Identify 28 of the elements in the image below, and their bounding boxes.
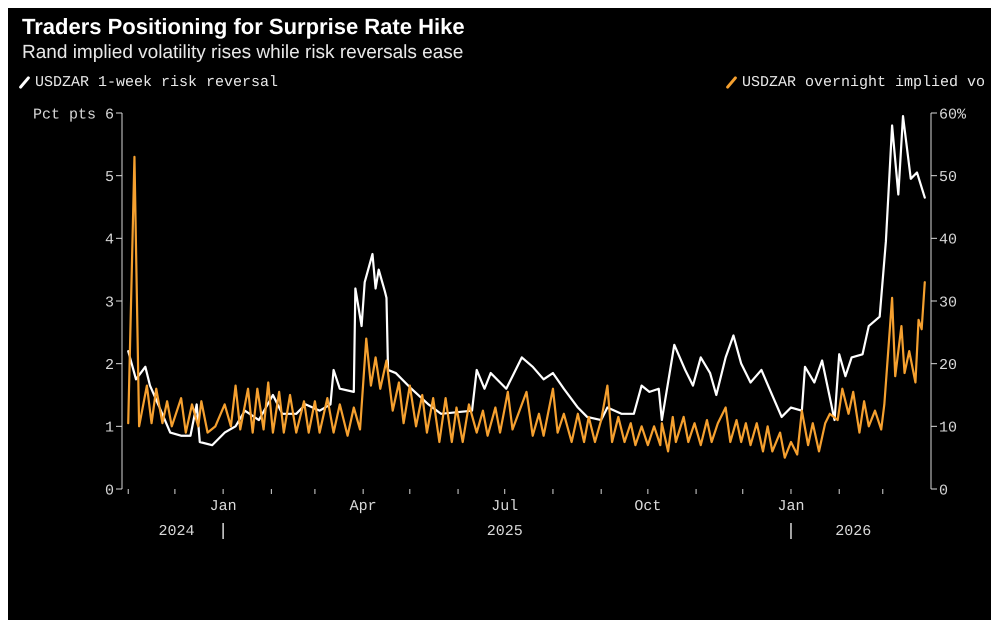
- y2-tick-label: 0: [939, 482, 948, 500]
- y-tick-label: 5: [104, 168, 114, 186]
- y2-tick-label: 30: [939, 294, 958, 312]
- x2-tick-label: 2026: [835, 523, 872, 540]
- x-tick-label: Jul: [491, 498, 518, 515]
- y2-tick-label: 60%: [939, 106, 968, 124]
- x-tick-label: Jan: [777, 498, 804, 515]
- x2-tick-label: 2025: [486, 523, 523, 540]
- y2-tick-label: 50: [939, 168, 958, 186]
- x-tick-label: Apr: [350, 498, 377, 515]
- y-tick-label: 2: [104, 356, 114, 374]
- y-tick-label: 3: [104, 294, 114, 312]
- y-tick-label: 4: [104, 232, 114, 249]
- legend-label: USDZAR overnight implied vo: [742, 74, 985, 91]
- y2-tick-label: 10: [939, 420, 958, 437]
- x-tick-label: Oct: [634, 498, 662, 515]
- y2-tick-label: 40: [939, 232, 958, 249]
- y2-tick-label: 20: [939, 356, 958, 374]
- y-tick-label: Pct pts 6: [32, 106, 114, 124]
- x2-tick-label: 2024: [158, 523, 194, 540]
- line-series: [127, 156, 926, 459]
- x-tick-label: Jan: [210, 498, 237, 515]
- chart-subtitle: Rand implied volatility rises while risk reversals ease: [22, 42, 464, 64]
- line-series: [127, 115, 926, 446]
- y-tick-label: 1: [104, 420, 114, 437]
- chart-title: Traders Positioning for Surprise Rate Hike: [22, 14, 466, 40]
- legend-label: USDZAR 1-week risk reversal: [35, 74, 278, 91]
- y-tick-label: 0: [104, 482, 114, 500]
